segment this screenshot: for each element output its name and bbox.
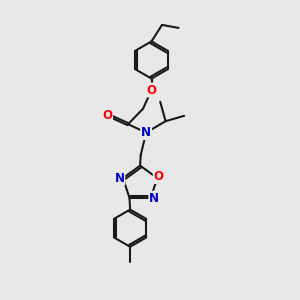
Text: O: O bbox=[146, 83, 157, 97]
Text: O: O bbox=[102, 109, 112, 122]
Text: N: N bbox=[149, 192, 159, 205]
Text: N: N bbox=[114, 172, 124, 184]
Text: O: O bbox=[154, 170, 164, 183]
Text: N: N bbox=[141, 126, 151, 139]
